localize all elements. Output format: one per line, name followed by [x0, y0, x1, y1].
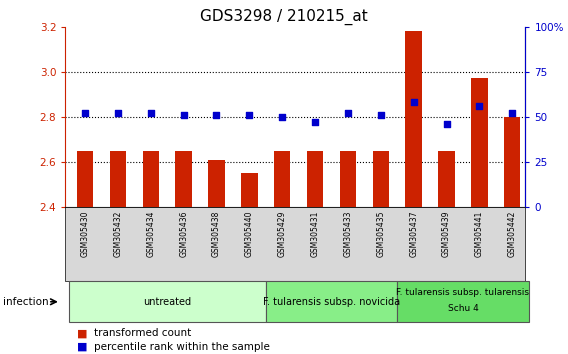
- Text: GSM305434: GSM305434: [147, 211, 155, 257]
- Text: ■: ■: [77, 342, 87, 352]
- Text: GSM305438: GSM305438: [212, 211, 221, 257]
- Point: [376, 112, 385, 118]
- Text: GDS3298 / 210215_at: GDS3298 / 210215_at: [200, 9, 368, 25]
- Text: F. tularensis subsp. tularensis: F. tularensis subsp. tularensis: [396, 288, 529, 297]
- Bar: [438, 151, 455, 207]
- Point: [508, 110, 517, 116]
- Point: [245, 112, 254, 118]
- Text: GSM305442: GSM305442: [508, 211, 517, 257]
- Point: [278, 114, 287, 120]
- Text: F. tularensis subsp. novicida: F. tularensis subsp. novicida: [263, 297, 400, 307]
- Text: GSM305441: GSM305441: [475, 211, 484, 257]
- Text: GSM305440: GSM305440: [245, 211, 254, 257]
- Bar: [340, 151, 356, 207]
- Bar: [241, 173, 257, 207]
- Point: [475, 103, 484, 109]
- Text: GSM305429: GSM305429: [278, 211, 287, 257]
- Bar: [176, 151, 192, 207]
- Text: transformed count: transformed count: [94, 329, 191, 338]
- Bar: [110, 151, 126, 207]
- Bar: [274, 151, 290, 207]
- Text: ■: ■: [77, 329, 87, 338]
- Bar: [406, 31, 422, 207]
- Bar: [208, 160, 225, 207]
- Text: GSM305431: GSM305431: [311, 211, 320, 257]
- Point: [311, 119, 320, 125]
- Text: Schu 4: Schu 4: [448, 304, 478, 313]
- Point: [212, 112, 221, 118]
- Point: [146, 110, 155, 116]
- Text: percentile rank within the sample: percentile rank within the sample: [94, 342, 270, 352]
- Text: untreated: untreated: [143, 297, 191, 307]
- Point: [179, 112, 188, 118]
- Point: [114, 110, 123, 116]
- Bar: [471, 79, 487, 207]
- Text: GSM305437: GSM305437: [409, 211, 418, 257]
- Bar: [77, 151, 93, 207]
- Point: [442, 121, 451, 127]
- Text: GSM305435: GSM305435: [377, 211, 385, 257]
- Bar: [143, 151, 159, 207]
- Bar: [504, 117, 520, 207]
- Point: [409, 99, 418, 105]
- Bar: [373, 151, 389, 207]
- Bar: [307, 151, 323, 207]
- Text: infection: infection: [3, 297, 48, 307]
- Text: GSM305430: GSM305430: [81, 211, 90, 257]
- Point: [81, 110, 90, 116]
- Text: GSM305432: GSM305432: [114, 211, 122, 257]
- Point: [344, 110, 353, 116]
- Text: GSM305433: GSM305433: [344, 211, 352, 257]
- Text: GSM305436: GSM305436: [179, 211, 188, 257]
- Text: GSM305439: GSM305439: [442, 211, 451, 257]
